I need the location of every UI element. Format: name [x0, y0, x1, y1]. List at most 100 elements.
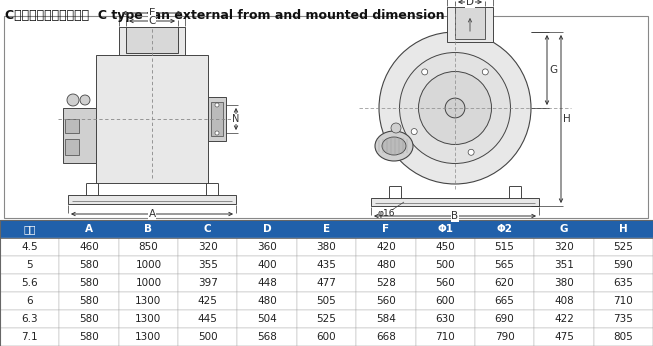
Text: 710: 710: [436, 332, 455, 342]
Text: H: H: [563, 114, 571, 124]
Bar: [475, 292, 534, 310]
Bar: [594, 274, 653, 292]
Text: N: N: [232, 114, 240, 124]
Bar: [297, 274, 356, 292]
Text: 408: 408: [554, 296, 574, 306]
Bar: [238, 292, 297, 310]
Bar: [415, 328, 475, 346]
Text: 690: 690: [495, 314, 515, 324]
Text: 668: 668: [376, 332, 396, 342]
Circle shape: [80, 95, 90, 105]
Bar: [65, 139, 79, 155]
Text: 580: 580: [79, 314, 99, 324]
Bar: [0, 328, 59, 346]
Text: 500: 500: [198, 332, 217, 342]
Bar: [415, 292, 475, 310]
Bar: [534, 238, 594, 256]
Bar: [415, 274, 475, 292]
Bar: [594, 220, 653, 238]
Circle shape: [379, 32, 531, 184]
Bar: [356, 292, 415, 310]
Circle shape: [400, 53, 511, 163]
Bar: [594, 256, 653, 274]
Circle shape: [411, 129, 417, 135]
Text: 580: 580: [79, 296, 99, 306]
Bar: [4, 16, 648, 218]
Bar: [178, 238, 238, 256]
Text: 4.5: 4.5: [22, 242, 38, 252]
Text: C式风机外形及安装尺寸  C type fan external from and mounted dimension: C式风机外形及安装尺寸 C type fan external from and…: [5, 9, 445, 22]
Bar: [119, 27, 185, 55]
Bar: [534, 256, 594, 274]
Bar: [178, 310, 238, 328]
Bar: [59, 238, 119, 256]
Bar: [371, 198, 539, 206]
Text: 528: 528: [376, 278, 396, 288]
Bar: [356, 238, 415, 256]
Text: 635: 635: [613, 278, 633, 288]
Bar: [0, 220, 59, 238]
Bar: [238, 256, 297, 274]
Bar: [126, 27, 178, 53]
Bar: [0, 238, 59, 256]
Text: 580: 580: [79, 332, 99, 342]
Bar: [96, 55, 208, 183]
Text: D: D: [466, 0, 474, 7]
Bar: [119, 220, 178, 238]
Text: 422: 422: [554, 314, 574, 324]
Bar: [178, 256, 238, 274]
Bar: [415, 256, 475, 274]
Text: 620: 620: [495, 278, 515, 288]
Text: 1300: 1300: [135, 314, 161, 324]
Bar: [356, 274, 415, 292]
Bar: [297, 292, 356, 310]
Bar: [59, 292, 119, 310]
Circle shape: [67, 94, 79, 106]
Text: D: D: [263, 224, 272, 234]
Text: E: E: [323, 224, 330, 234]
Text: 435: 435: [317, 260, 336, 270]
Circle shape: [445, 98, 465, 118]
Text: 850: 850: [138, 242, 158, 252]
Text: G: G: [560, 224, 568, 234]
Bar: [119, 310, 178, 328]
Text: φ16: φ16: [378, 209, 396, 219]
Bar: [297, 328, 356, 346]
Text: 360: 360: [257, 242, 277, 252]
Bar: [297, 238, 356, 256]
Text: 1300: 1300: [135, 332, 161, 342]
Text: 480: 480: [376, 260, 396, 270]
Text: 6: 6: [26, 296, 33, 306]
Text: 580: 580: [79, 278, 99, 288]
Text: 397: 397: [198, 278, 217, 288]
Text: 380: 380: [317, 242, 336, 252]
Bar: [594, 328, 653, 346]
Bar: [119, 256, 178, 274]
Text: E: E: [149, 8, 155, 18]
Text: 665: 665: [495, 296, 515, 306]
Bar: [178, 328, 238, 346]
Text: 590: 590: [613, 260, 633, 270]
Text: 448: 448: [257, 278, 277, 288]
Text: 790: 790: [495, 332, 515, 342]
Text: A: A: [148, 209, 155, 219]
Text: 568: 568: [257, 332, 277, 342]
Bar: [356, 256, 415, 274]
Text: 480: 480: [257, 296, 277, 306]
Bar: [208, 97, 226, 141]
Bar: [475, 220, 534, 238]
Text: 425: 425: [198, 296, 217, 306]
Text: 1300: 1300: [135, 296, 161, 306]
Bar: [63, 108, 96, 163]
Text: 584: 584: [376, 314, 396, 324]
Circle shape: [483, 69, 488, 75]
Bar: [594, 292, 653, 310]
Circle shape: [468, 149, 474, 155]
Text: 5.6: 5.6: [22, 278, 38, 288]
Text: 460: 460: [79, 242, 99, 252]
Text: F: F: [382, 224, 389, 234]
Text: B: B: [451, 211, 458, 221]
Bar: [534, 310, 594, 328]
Ellipse shape: [382, 137, 406, 155]
Circle shape: [422, 69, 428, 75]
